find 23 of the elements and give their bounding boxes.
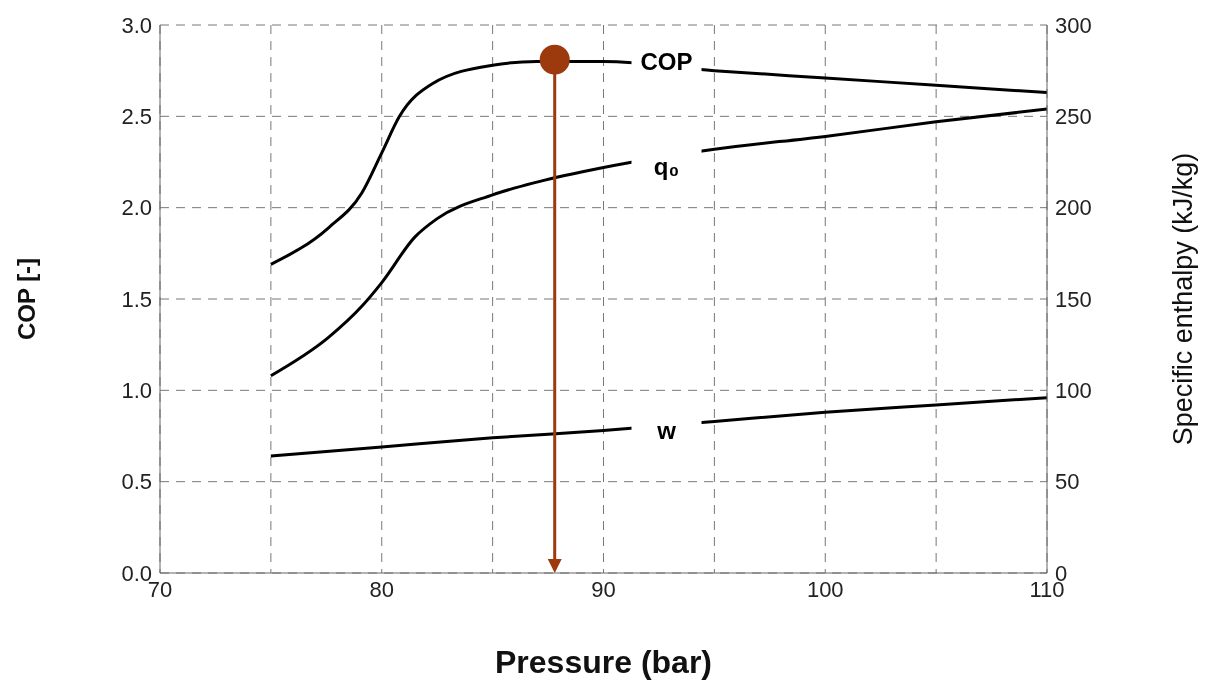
y-tick-label: 3.0 xyxy=(121,12,152,38)
line-series xyxy=(269,107,1047,378)
y2-tick-label: 100 xyxy=(1055,378,1092,404)
x-tick-label: 100 xyxy=(806,576,844,602)
x-tick-label: 80 xyxy=(369,576,394,602)
y2-tick-label: 250 xyxy=(1055,104,1092,130)
y2-tick-label: 300 xyxy=(1055,12,1092,38)
y2-tick-label: 50 xyxy=(1055,469,1080,495)
y2-axis-title: Specific enthalpy (kJ/kg) xyxy=(1167,152,1198,446)
y-tick-label: 2.0 xyxy=(121,195,152,221)
series-label: q₀ xyxy=(653,153,680,181)
y-tick-label: 2.5 xyxy=(121,104,152,130)
y2-tick-label: 150 xyxy=(1055,286,1092,312)
series-label: w xyxy=(656,416,677,444)
line-series xyxy=(269,396,1047,458)
y2-tick-label: 200 xyxy=(1055,195,1092,221)
y-tick-label: 1.5 xyxy=(121,286,152,312)
y-tick-label: 1.0 xyxy=(121,378,152,404)
y-tick-label: 0.5 xyxy=(121,469,152,495)
x-axis-title: Pressure (bar) xyxy=(495,644,712,680)
series-label: COP xyxy=(640,47,693,75)
y-axis-title: COP [-] xyxy=(12,257,40,341)
x-tick-label: 90 xyxy=(591,576,616,602)
